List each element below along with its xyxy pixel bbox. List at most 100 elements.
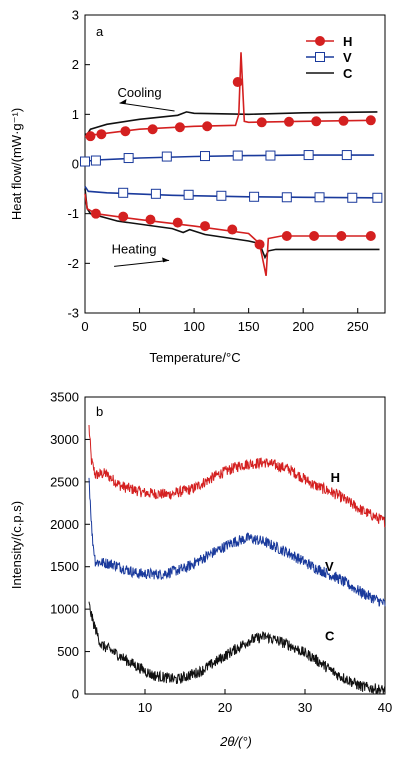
series-H-marker (90, 208, 101, 219)
arrow-head (162, 257, 170, 263)
panel-a-ylabel: Heat flow/(mW·g⁻¹) (9, 108, 24, 220)
panel-b-series: H V C (88, 424, 386, 695)
series-H-marker (254, 239, 265, 250)
series-V-marker (123, 153, 134, 164)
x-tick-label: 250 (347, 319, 369, 334)
xrd-series-H-line (88, 424, 386, 528)
series-H-marker (365, 115, 376, 126)
series-V-marker (249, 191, 260, 202)
y-tick-label: -1 (67, 206, 79, 221)
y-tick-label: 1000 (50, 602, 79, 617)
panel-a-legend: H V C (306, 34, 353, 81)
series-V-marker (341, 150, 352, 161)
panel-a-xlabel: Temperature/°C (149, 350, 240, 365)
series-H-marker (338, 115, 349, 126)
panel-b-ticks: 10 20 30 40 0 500 1000 1500 2000 2500 3000 3500 (50, 390, 392, 716)
series-H-marker (172, 217, 183, 228)
x-tick-label: 50 (132, 319, 146, 334)
y-tick-label: 1 (72, 107, 79, 122)
y-tick-label: 3500 (50, 390, 79, 405)
series-V-marker (314, 192, 325, 203)
panel-b-ylabel: Intensity/(c.p.s) (9, 501, 24, 589)
y-tick-label: 0 (72, 687, 79, 702)
y-tick-label: -3 (67, 306, 79, 321)
panel-a-frame (84, 14, 386, 314)
xrd-series-C-line (88, 601, 386, 695)
series-V-marker (347, 192, 358, 203)
series-H-marker (311, 116, 322, 127)
y-tick-label: 2 (72, 57, 79, 72)
annotation-cooling: Cooling (117, 85, 161, 100)
series-V-marker (265, 150, 276, 161)
panel-a-chart: 0 50 100 150 200 250 -3 -2 -1 0 1 2 3 a Temperature/… (9, 8, 386, 365)
arrow-head (119, 98, 127, 104)
series-H-marker (96, 129, 107, 140)
x-tick-label: 100 (183, 319, 205, 334)
panel-b-xlabel: 2θ/(°) (219, 734, 252, 749)
series-V-marker (216, 190, 227, 201)
series-H-marker (309, 231, 320, 242)
arrow-shaft (114, 259, 170, 267)
series-V-marker (372, 192, 383, 203)
x-tick-label: 30 (298, 700, 312, 715)
y-tick-label: 3 (72, 8, 79, 23)
x-tick-label: 10 (138, 700, 152, 715)
series-V-marker (80, 156, 90, 167)
panel-a-series (80, 52, 383, 276)
x-tick-label: 0 (81, 319, 88, 334)
series-V-marker (232, 150, 243, 161)
legend-label-V: V (343, 50, 352, 65)
series-V-marker (161, 151, 172, 162)
panel-b-chart: 10 20 30 40 0 500 1000 1500 2000 2500 3000 3500 H V C… (9, 390, 392, 750)
x-tick-label: 40 (378, 700, 392, 715)
xrd-series-V-line (88, 477, 386, 607)
series-H-marker (336, 231, 347, 242)
legend-label-C: C (343, 66, 353, 81)
series-H-marker (120, 126, 131, 137)
series-H-marker (256, 117, 267, 128)
series-V-marker (183, 189, 194, 200)
series-H-marker (281, 231, 292, 242)
annotation-heating: Heating (112, 241, 157, 256)
series-C-cooling-line (85, 111, 378, 135)
y-tick-label: 500 (57, 644, 79, 659)
series-H-marker (147, 124, 158, 135)
series-H-marker (145, 214, 156, 225)
panel-b-label: b (96, 404, 103, 419)
x-tick-label: 150 (238, 319, 260, 334)
series-H-marker (232, 77, 243, 88)
xrd-series-V-label: V (325, 559, 334, 574)
xrd-series-C-label: C (325, 629, 335, 644)
series-H-heating-line (84, 193, 375, 276)
y-tick-label: 1500 (50, 559, 79, 574)
series-V-marker (303, 150, 314, 161)
series-H-marker (227, 224, 238, 235)
series-H-marker (174, 122, 185, 133)
series-H-marker (202, 121, 213, 132)
x-tick-label: 200 (292, 319, 314, 334)
arrow-shaft (119, 102, 175, 112)
panel-b-frame (84, 396, 386, 695)
y-tick-label: 2000 (50, 517, 79, 532)
series-V-marker (90, 155, 101, 166)
series-V-marker (150, 188, 161, 199)
series-H-marker (85, 131, 96, 142)
y-tick-label: -2 (67, 256, 79, 271)
x-tick-label: 20 (218, 700, 232, 715)
y-tick-label: 3000 (50, 432, 79, 447)
series-H-marker (284, 116, 294, 127)
heating-arrow (114, 257, 170, 267)
legend-marker-H (315, 36, 325, 46)
series-V-marker (200, 151, 210, 162)
series-V-heating-line (84, 185, 375, 199)
series-H-marker (200, 221, 210, 232)
legend-label-H: H (343, 34, 352, 49)
xrd-series-H-label: H (331, 470, 340, 485)
legend-marker-V (315, 52, 325, 62)
panel-a-label: a (96, 24, 104, 39)
series-H-marker (365, 231, 376, 242)
y-tick-label: 0 (72, 157, 79, 172)
series-V-marker (118, 187, 129, 198)
panel-a-ticks: 0 50 100 150 200 250 -3 -2 -1 0 1 2 3 (67, 8, 368, 335)
